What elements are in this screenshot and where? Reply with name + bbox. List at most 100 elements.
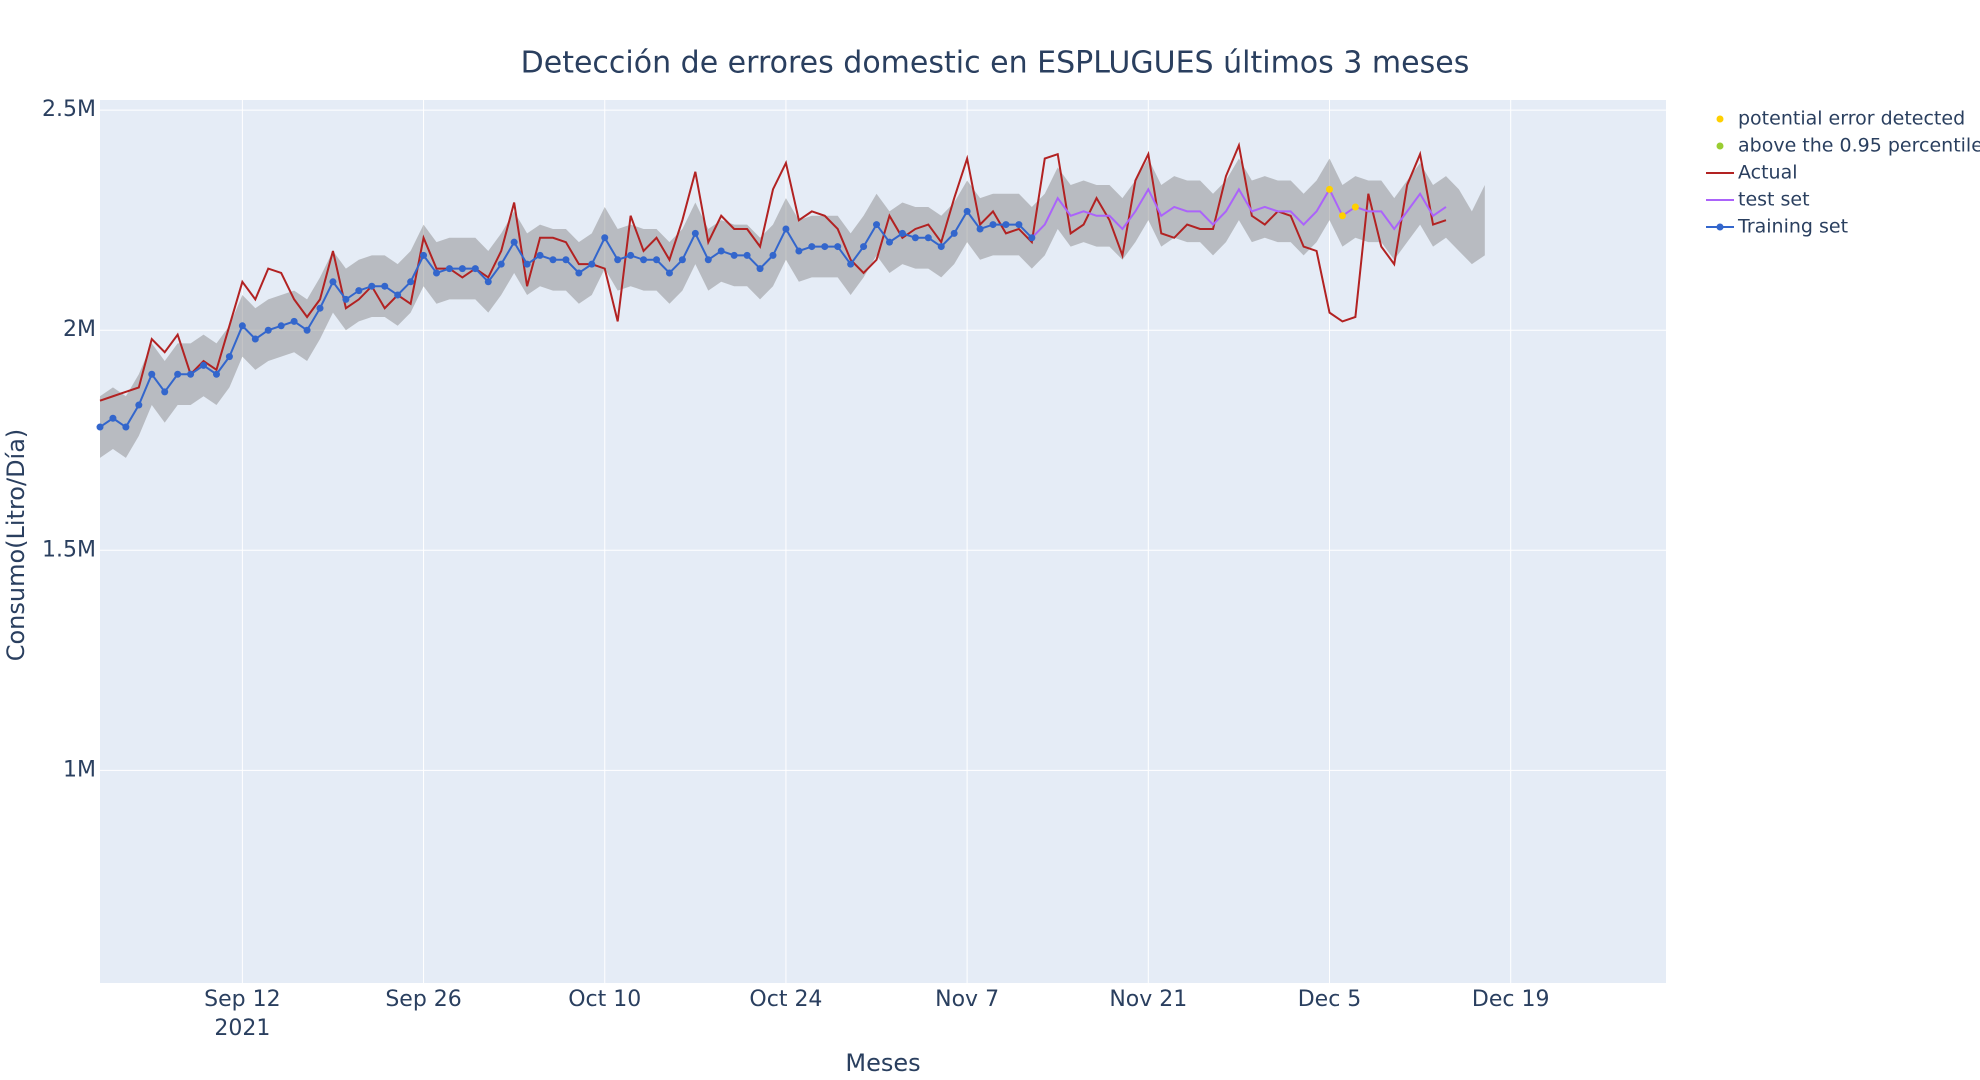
point <box>277 322 285 330</box>
legend-label: above the 0.95 percentile <box>1738 135 1980 157</box>
point <box>1015 221 1023 229</box>
point <box>420 251 428 259</box>
point <box>704 256 712 264</box>
point <box>950 229 958 237</box>
x-axis-title: Meses <box>845 1049 920 1077</box>
point <box>1326 185 1334 193</box>
series-line <box>1031 187 1447 239</box>
point <box>187 370 195 378</box>
point <box>601 234 609 242</box>
plot-area <box>100 100 1666 983</box>
point <box>976 225 984 233</box>
legend-marker <box>1716 115 1724 123</box>
point <box>458 265 466 273</box>
point <box>575 269 583 277</box>
legend-marker <box>1716 142 1724 150</box>
point <box>316 304 324 312</box>
point <box>614 256 622 264</box>
x-tick-label: Sep 12 <box>204 987 280 1012</box>
series-line <box>99 141 1447 402</box>
point <box>860 243 868 251</box>
point <box>821 243 829 251</box>
point <box>1002 221 1010 229</box>
point <box>769 251 777 259</box>
legend-label: Actual <box>1738 162 1798 184</box>
point <box>510 238 518 246</box>
x-tick-label: Dec 19 <box>1472 987 1550 1012</box>
point <box>96 423 104 431</box>
point <box>536 251 544 259</box>
point <box>1338 212 1346 220</box>
y-tick-label: 2.5M <box>42 97 96 122</box>
point <box>212 370 220 378</box>
legend-marker <box>1716 223 1724 231</box>
point <box>653 256 661 264</box>
legend-label: potential error detected <box>1738 108 1965 130</box>
legend-label: Training set <box>1737 216 1848 238</box>
point <box>174 370 182 378</box>
y-tick-label: 1.5M <box>42 537 96 562</box>
point <box>355 287 363 295</box>
point <box>885 238 893 246</box>
point <box>148 370 156 378</box>
point <box>678 256 686 264</box>
point <box>394 291 402 299</box>
point <box>135 401 143 409</box>
point <box>200 361 208 369</box>
point <box>523 260 531 268</box>
point <box>873 221 881 229</box>
point <box>290 317 298 325</box>
point <box>238 322 246 330</box>
point <box>782 225 790 233</box>
point <box>756 265 764 273</box>
point <box>432 269 440 277</box>
point <box>471 265 479 273</box>
point <box>665 269 673 277</box>
point <box>122 423 130 431</box>
point <box>691 229 699 237</box>
point <box>924 234 932 242</box>
point <box>1028 234 1036 242</box>
point <box>161 388 169 396</box>
point <box>251 335 259 343</box>
point <box>847 260 855 268</box>
point <box>407 278 415 286</box>
point <box>911 234 919 242</box>
point <box>368 282 376 290</box>
point <box>963 207 971 215</box>
point <box>562 256 570 264</box>
prediction-band <box>100 158 1485 458</box>
point <box>484 278 492 286</box>
point <box>640 256 648 264</box>
point <box>743 251 751 259</box>
point <box>795 247 803 255</box>
x-tick-label: Oct 10 <box>568 987 641 1012</box>
point <box>329 278 337 286</box>
point <box>342 295 350 303</box>
point <box>989 221 997 229</box>
point <box>1351 203 1359 211</box>
point <box>898 229 906 237</box>
point <box>808 243 816 251</box>
y-axis-title: Consumo(Litro/Día) <box>2 429 30 662</box>
point <box>588 260 596 268</box>
x-tick-label: Dec 5 <box>1298 987 1362 1012</box>
point <box>717 247 725 255</box>
point <box>834 243 842 251</box>
x-tick-label: Oct 24 <box>749 987 822 1012</box>
legend-label: test set <box>1738 189 1810 211</box>
x-year-label: 2021 <box>214 1016 270 1041</box>
y-tick-label: 2M <box>63 317 96 342</box>
point <box>303 326 311 334</box>
point <box>381 282 389 290</box>
chart-title: Detección de errores domestic en ESPLUGU… <box>521 46 1470 81</box>
point <box>225 353 233 361</box>
point <box>549 256 557 264</box>
point <box>109 414 117 422</box>
point <box>627 251 635 259</box>
x-tick-label: Sep 26 <box>385 987 461 1012</box>
point <box>497 260 505 268</box>
point <box>937 243 945 251</box>
y-tick-label: 1M <box>63 757 96 782</box>
